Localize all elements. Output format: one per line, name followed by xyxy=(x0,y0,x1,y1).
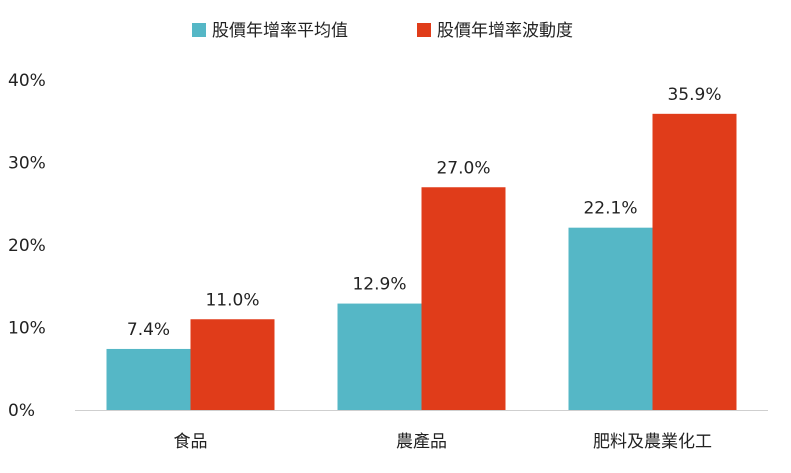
x-tick-label: 農產品 xyxy=(396,432,447,452)
bar xyxy=(190,319,275,410)
data-label: 7.4% xyxy=(127,320,170,340)
legend-label: 股價年增率平均值 xyxy=(212,21,348,41)
bar xyxy=(421,187,506,410)
y-tick-label: 40% xyxy=(8,71,46,91)
data-label: 11.0% xyxy=(205,290,259,310)
legend-swatch xyxy=(192,23,206,37)
legend-label: 股價年增率波動度 xyxy=(437,21,573,41)
bars: 7.4% 11.0% 12.9% 27.0% 22.1% 35.9% xyxy=(106,85,737,410)
x-axis: 食品 農產品 肥料及農業化工 xyxy=(75,410,768,452)
data-label: 27.0% xyxy=(436,158,490,178)
data-label: 35.9% xyxy=(667,85,721,105)
bar xyxy=(652,113,737,410)
y-axis: 0% 10% 20% 30% 40% xyxy=(8,71,46,421)
legend: 股價年增率平均值 股價年增率波動度 xyxy=(192,21,573,41)
bar xyxy=(106,348,191,410)
y-tick-label: 0% xyxy=(8,401,35,421)
y-tick-label: 10% xyxy=(8,319,46,339)
data-label: 12.9% xyxy=(352,275,406,295)
bar xyxy=(337,303,422,410)
y-tick-label: 20% xyxy=(8,236,46,256)
y-tick-label: 30% xyxy=(8,154,46,174)
x-tick-label: 肥料及農業化工 xyxy=(593,432,712,452)
data-label: 22.1% xyxy=(583,199,637,219)
bar xyxy=(568,227,653,410)
x-tick-label: 食品 xyxy=(174,432,208,452)
legend-swatch xyxy=(417,23,431,37)
